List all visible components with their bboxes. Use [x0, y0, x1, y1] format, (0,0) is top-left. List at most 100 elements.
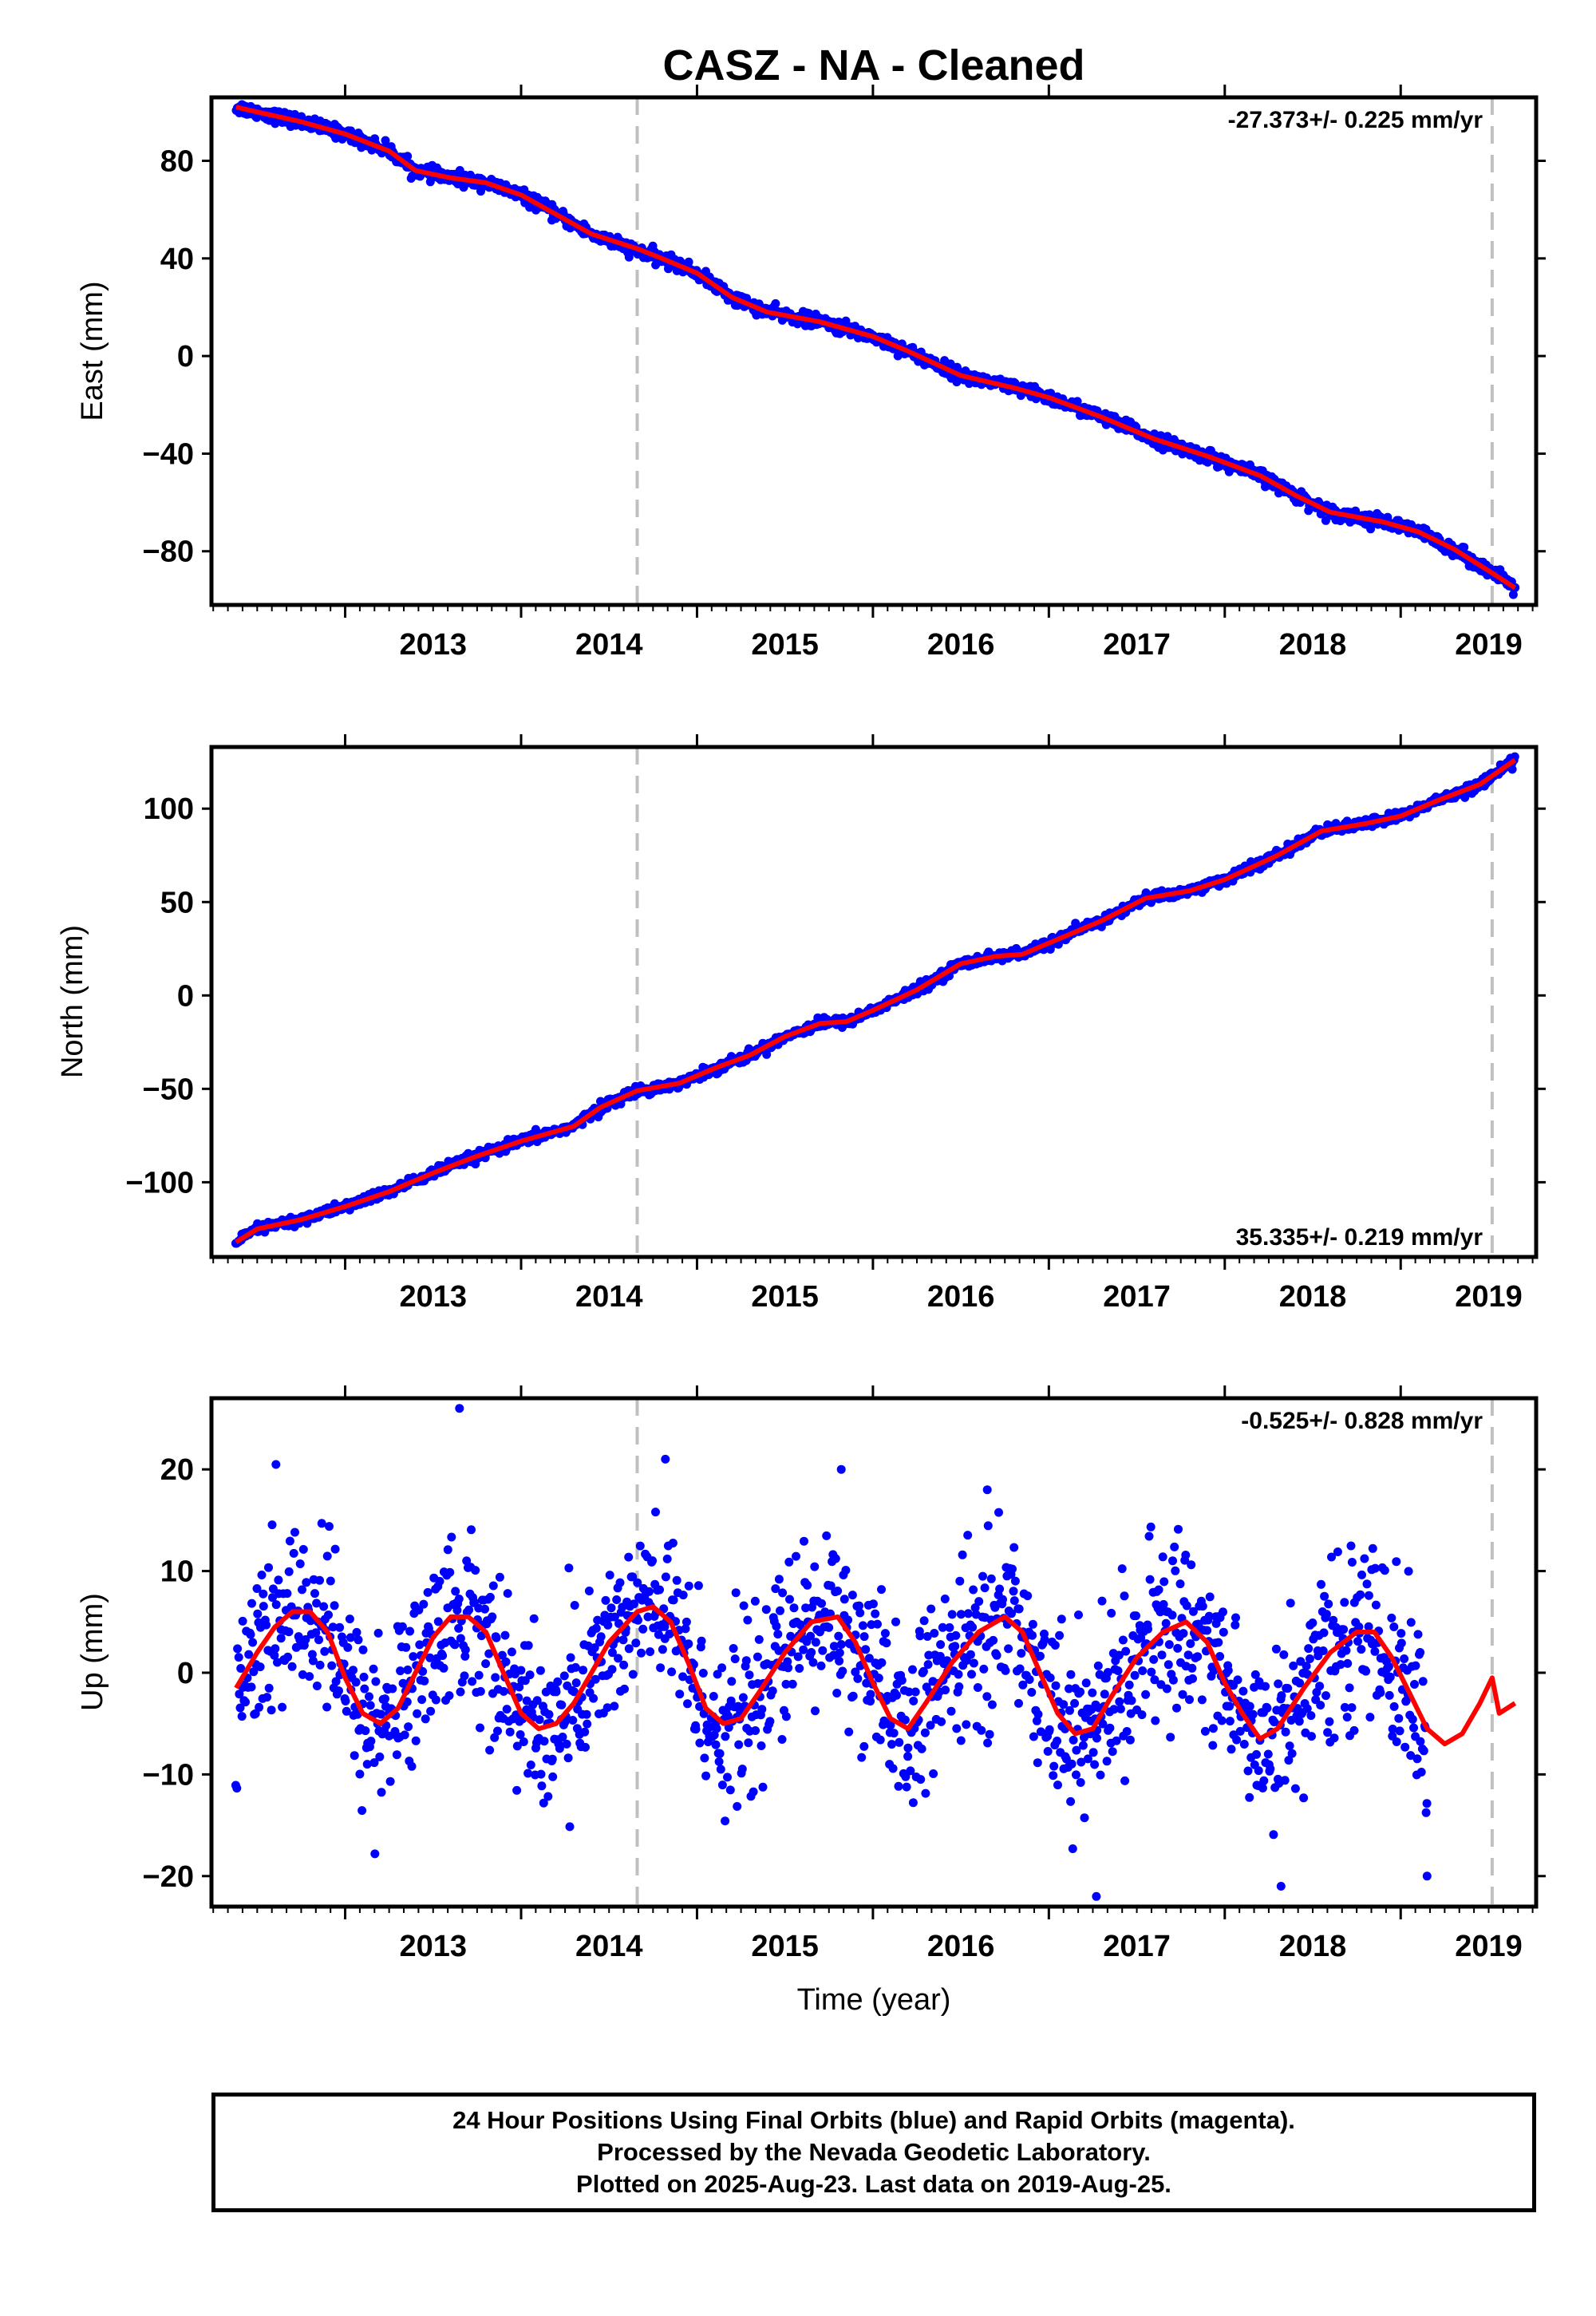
- up-data-point: [1149, 1654, 1159, 1664]
- up-data-point: [891, 1617, 900, 1626]
- up-data-point: [276, 1634, 286, 1643]
- up-data-point: [1277, 1691, 1286, 1701]
- up-data-point: [843, 1615, 853, 1625]
- up-data-point: [420, 1676, 429, 1686]
- up-data-point: [792, 1551, 800, 1561]
- up-data-point: [263, 1693, 272, 1702]
- up-data-point: [1009, 1587, 1018, 1596]
- up-data-point: [853, 1674, 863, 1683]
- up-data-point: [615, 1578, 625, 1587]
- up-data-point: [251, 1709, 260, 1718]
- up-data-point: [848, 1691, 858, 1701]
- up-data-point: [1168, 1675, 1178, 1685]
- north-x-tick-label: 2018: [1279, 1280, 1347, 1314]
- up-data-point: [555, 1744, 564, 1753]
- up-data-point: [958, 1550, 967, 1559]
- up-data-point: [1074, 1611, 1083, 1619]
- up-data-point: [324, 1611, 333, 1619]
- up-data-point: [1070, 1698, 1080, 1708]
- up-data-point: [259, 1589, 268, 1599]
- east-data-point: [1508, 590, 1518, 599]
- up-data-point: [451, 1587, 460, 1596]
- up-data-point: [271, 1460, 281, 1469]
- up-data-point: [298, 1670, 307, 1679]
- up-data-point: [1043, 1747, 1053, 1756]
- up-data-point: [1188, 1607, 1198, 1616]
- up-data-point: [547, 1754, 557, 1764]
- up-data-point: [861, 1645, 871, 1654]
- up-data-point: [257, 1571, 267, 1579]
- up-data-point: [994, 1508, 1003, 1517]
- up-data-point: [978, 1571, 987, 1581]
- up-data-point: [349, 1666, 358, 1675]
- up-data-point: [476, 1723, 484, 1733]
- up-data-point: [476, 1686, 485, 1696]
- up-data-point: [864, 1654, 874, 1663]
- up-data-point: [371, 1677, 381, 1686]
- up-data-point: [330, 1544, 340, 1554]
- up-data-point: [877, 1585, 886, 1595]
- up-data-point: [711, 1740, 721, 1749]
- up-data-point: [1145, 1575, 1155, 1584]
- up-data-point: [551, 1687, 561, 1697]
- up-data-point: [826, 1581, 836, 1591]
- up-data-point: [1053, 1780, 1062, 1790]
- up-data-point: [426, 1706, 436, 1716]
- up-data-point: [1263, 1749, 1273, 1759]
- up-data-point: [253, 1609, 263, 1618]
- up-data-point: [754, 1634, 764, 1644]
- up-data-point: [765, 1717, 775, 1726]
- up-data-point: [681, 1624, 690, 1634]
- up-data-point: [635, 1541, 645, 1551]
- up-data-point: [806, 1631, 816, 1641]
- up-data-point: [723, 1773, 732, 1782]
- up-data-point: [937, 1717, 946, 1726]
- up-data-point: [409, 1652, 418, 1662]
- up-data-point: [462, 1556, 472, 1566]
- up-data-point: [369, 1664, 378, 1674]
- up-data-point: [1281, 1727, 1290, 1737]
- up-data-point: [684, 1639, 693, 1649]
- up-data-point: [358, 1645, 368, 1654]
- up-data-point: [725, 1785, 735, 1795]
- up-data-point: [1137, 1710, 1147, 1720]
- up-data-point: [824, 1622, 834, 1632]
- up-data-point: [237, 1712, 247, 1721]
- up-data-point: [358, 1806, 367, 1816]
- up-data-point: [1050, 1641, 1060, 1650]
- east-model-line: [235, 105, 1517, 591]
- up-data-point: [283, 1652, 293, 1662]
- up-data-point: [1120, 1776, 1130, 1785]
- up-data-point: [539, 1737, 549, 1746]
- up-data-point: [365, 1692, 373, 1701]
- up-data-point: [235, 1703, 245, 1713]
- up-data-point: [249, 1667, 259, 1677]
- north-x-tick-label: 2013: [399, 1280, 467, 1314]
- up-data-point: [320, 1646, 330, 1656]
- up-data-point: [563, 1753, 573, 1763]
- up-data-point: [1280, 1776, 1290, 1785]
- up-data-point: [1088, 1688, 1097, 1697]
- up-data-point: [771, 1584, 780, 1594]
- up-data-point: [1178, 1690, 1187, 1699]
- up-data-point: [360, 1684, 369, 1694]
- up-data-point: [1109, 1705, 1119, 1714]
- up-data-point: [1115, 1697, 1124, 1706]
- up-data-point: [684, 1581, 693, 1591]
- up-data-point: [376, 1709, 385, 1719]
- up-data-point: [838, 1666, 847, 1676]
- up-data-point: [758, 1782, 768, 1792]
- up-data-point: [835, 1656, 844, 1666]
- up-data-point: [1096, 1770, 1105, 1780]
- north-rate-label: 35.335+/- 0.219 mm/yr: [1236, 1224, 1483, 1251]
- north-y-tick-label: −100: [125, 1166, 194, 1199]
- up-data-point: [1252, 1749, 1261, 1759]
- up-data-point: [1097, 1596, 1107, 1606]
- up-data-point: [235, 1690, 244, 1699]
- up-data-point: [1147, 1667, 1156, 1677]
- up-data-point: [454, 1595, 464, 1603]
- up-data-point: [1076, 1687, 1085, 1697]
- up-data-point: [952, 1724, 962, 1733]
- up-data-point: [858, 1621, 867, 1630]
